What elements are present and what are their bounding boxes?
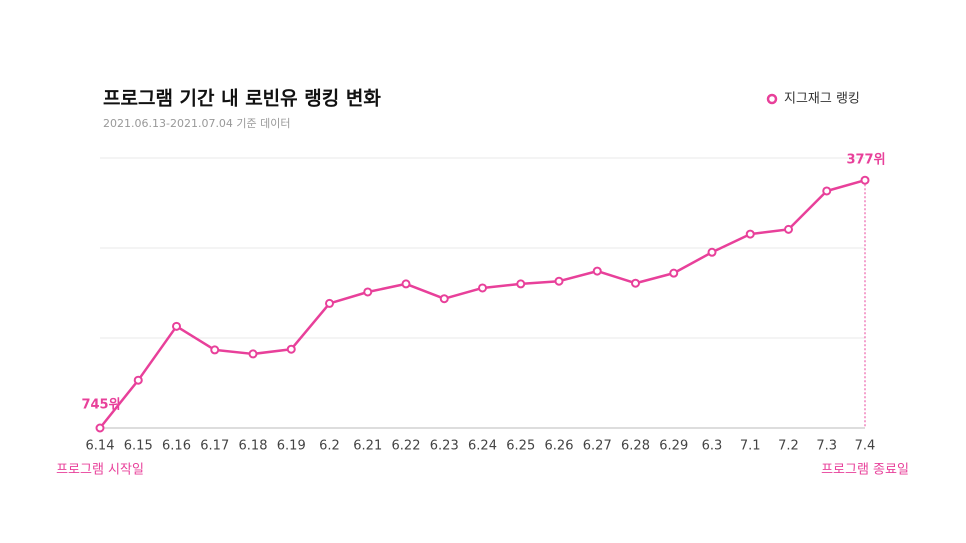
data-point (478, 283, 487, 293)
data-point (860, 175, 870, 185)
data-point (210, 345, 220, 355)
x-tick-label: 7.1 (740, 439, 761, 454)
x-tick-label: 6.18 (239, 439, 268, 454)
data-point (172, 321, 181, 331)
x-tick-label: 6.16 (162, 439, 191, 454)
data-point (248, 349, 258, 359)
data-label: 745위 (81, 398, 120, 413)
data-point (401, 279, 411, 289)
x-tick-label: 6.24 (468, 439, 497, 454)
data-point (516, 279, 526, 289)
legend-label: 지그재그 랭킹 (784, 92, 860, 107)
data-point (745, 229, 755, 239)
data-label: 377위 (846, 153, 885, 168)
x-tick-label: 6.21 (353, 439, 382, 454)
x-tick-label: 6.17 (200, 439, 229, 454)
data-point (669, 268, 679, 278)
data-point (439, 294, 449, 304)
data-point (363, 287, 373, 297)
data-point (325, 298, 334, 308)
chart-title: 프로그램 기간 내 로빈유 랭킹 변화 (103, 88, 381, 110)
data-point (95, 423, 105, 433)
x-tick-label: 6.3 (702, 439, 723, 454)
x-tick-label: 6.14 (86, 439, 115, 454)
legend-marker (766, 93, 778, 105)
x-tick-label: 6.28 (621, 439, 650, 454)
x-tick-label: 7.3 (816, 439, 837, 454)
data-point (784, 224, 793, 234)
x-tick-label: 7.2 (778, 439, 799, 454)
annotation: 프로그램 시작일 (56, 463, 144, 478)
data-point (631, 278, 640, 288)
chart-subtitle: 2021.06.13-2021.07.04 기준 데이터 (103, 117, 291, 130)
x-tick-label: 6.23 (430, 439, 459, 454)
x-tick-label: 6.27 (583, 439, 612, 454)
x-tick-label: 6.15 (124, 439, 153, 454)
x-tick-label: 6.29 (659, 439, 688, 454)
data-point (133, 375, 143, 385)
data-point (554, 276, 564, 286)
x-tick-label: 6.19 (277, 439, 306, 454)
series-line (99, 179, 866, 429)
x-tick-label: 6.2 (319, 439, 340, 454)
data-point (592, 266, 602, 276)
x-tick-label: 6.26 (545, 439, 574, 454)
x-tick-label: 6.25 (506, 439, 535, 454)
annotation: 프로그램 종료일 (821, 463, 909, 478)
data-point (707, 247, 717, 257)
data-point (822, 186, 832, 196)
x-tick-label: 7.4 (855, 439, 876, 454)
data-point (286, 344, 296, 354)
x-tick-label: 6.22 (392, 439, 421, 454)
